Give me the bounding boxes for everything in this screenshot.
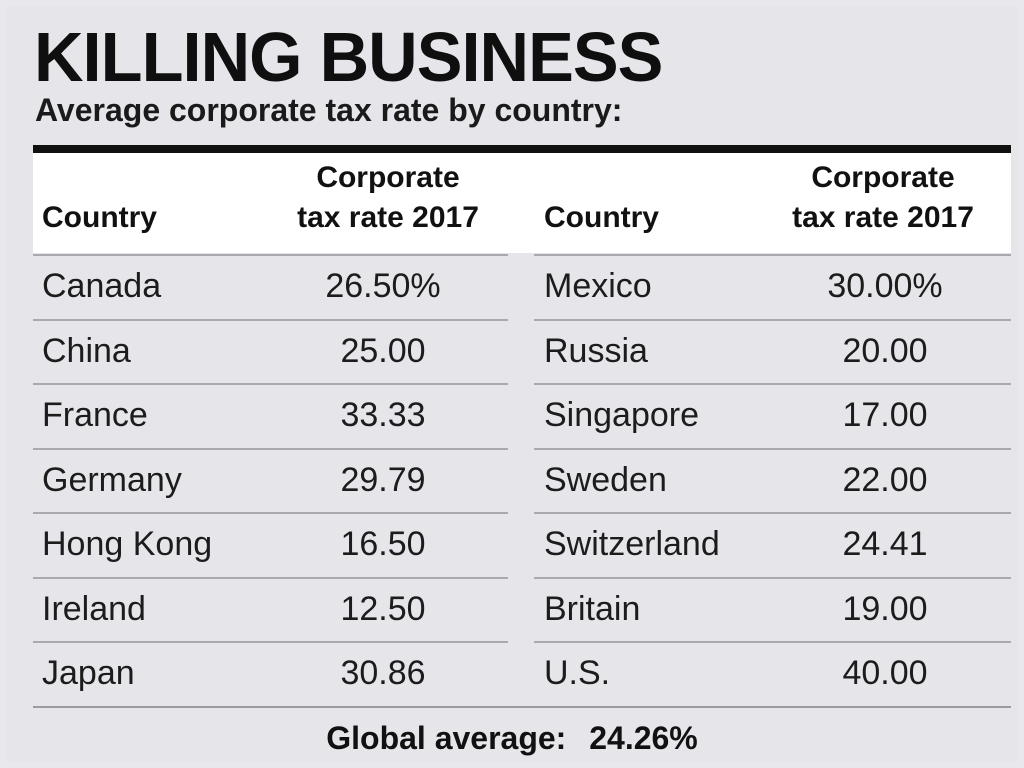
rate-cell-right: 24.41: [842, 525, 928, 563]
country-cell-right: Sweden: [544, 461, 667, 499]
country-cell-left: Canada: [42, 267, 162, 305]
row-divider: [33, 512, 508, 514]
country-cell-right: Russia: [544, 332, 648, 370]
country-cell-right: U.S.: [544, 654, 611, 692]
global-average-value: 24.26%: [589, 720, 698, 756]
column-header-rate-line2: tax rate 2017: [792, 201, 974, 234]
row-divider: [534, 254, 1011, 256]
rate-cell-left: 16.50: [340, 525, 426, 563]
row-divider: [33, 641, 508, 643]
table-header-background: [33, 153, 1011, 253]
rate-cell-right: 40.00: [842, 654, 928, 692]
rate-cell-right: 30.00%: [827, 267, 943, 305]
rate-cell-left: 30.86: [340, 654, 426, 692]
row-divider: [33, 254, 508, 256]
column-header-rate-line1: Corporate: [316, 161, 460, 194]
rate-cell-right: 20.00: [842, 332, 928, 370]
row-divider: [534, 319, 1011, 321]
rate-cell-right: 19.00: [842, 590, 928, 628]
row-divider: [33, 319, 508, 321]
row-divider: [534, 577, 1011, 579]
country-cell-left: Japan: [42, 654, 135, 692]
country-cell-right: Singapore: [544, 396, 700, 434]
rate-cell-right: 17.00: [842, 396, 928, 434]
rate-cell-left: 12.50: [340, 590, 426, 628]
row-divider: [534, 641, 1011, 643]
row-divider: [534, 512, 1011, 514]
row-divider: [33, 577, 508, 579]
row-divider: [33, 448, 508, 450]
column-header-country-left: Country: [42, 201, 157, 234]
rate-cell-left: 33.33: [340, 396, 426, 434]
row-divider: [33, 383, 508, 385]
row-divider: [534, 383, 1011, 385]
column-header-rate-line2: tax rate 2017: [297, 201, 479, 234]
rate-cell-left: 29.79: [340, 461, 426, 499]
column-header-country-right: Country: [544, 201, 659, 234]
global-average-label: Global average:: [326, 720, 567, 756]
country-cell-right: Switzerland: [544, 525, 720, 563]
country-cell-right: Britain: [544, 590, 641, 628]
country-cell-left: China: [42, 332, 131, 370]
page-title: KILLING BUSINESS: [34, 18, 663, 96]
column-header-rate-line1: Corporate: [811, 161, 955, 194]
rate-cell-left: 26.50%: [325, 267, 441, 305]
page-subtitle: Average corporate tax rate by country:: [35, 92, 623, 128]
header-rule: [33, 145, 1011, 153]
country-cell-left: Germany: [42, 461, 182, 499]
row-divider: [534, 448, 1011, 450]
rate-cell-right: 22.00: [842, 461, 928, 499]
country-cell-left: Ireland: [42, 590, 146, 628]
country-cell-right: Mexico: [544, 267, 652, 305]
column-header-rate-right: Corporate tax rate 2017: [753, 158, 1013, 238]
global-average: Global average: 24.26%: [0, 718, 1024, 758]
country-cell-left: Hong Kong: [42, 525, 213, 563]
table-bottom-rule: [33, 706, 1011, 708]
country-cell-left: France: [42, 396, 148, 434]
column-header-rate-left: Corporate tax rate 2017: [258, 158, 518, 238]
rate-cell-left: 25.00: [340, 332, 426, 370]
